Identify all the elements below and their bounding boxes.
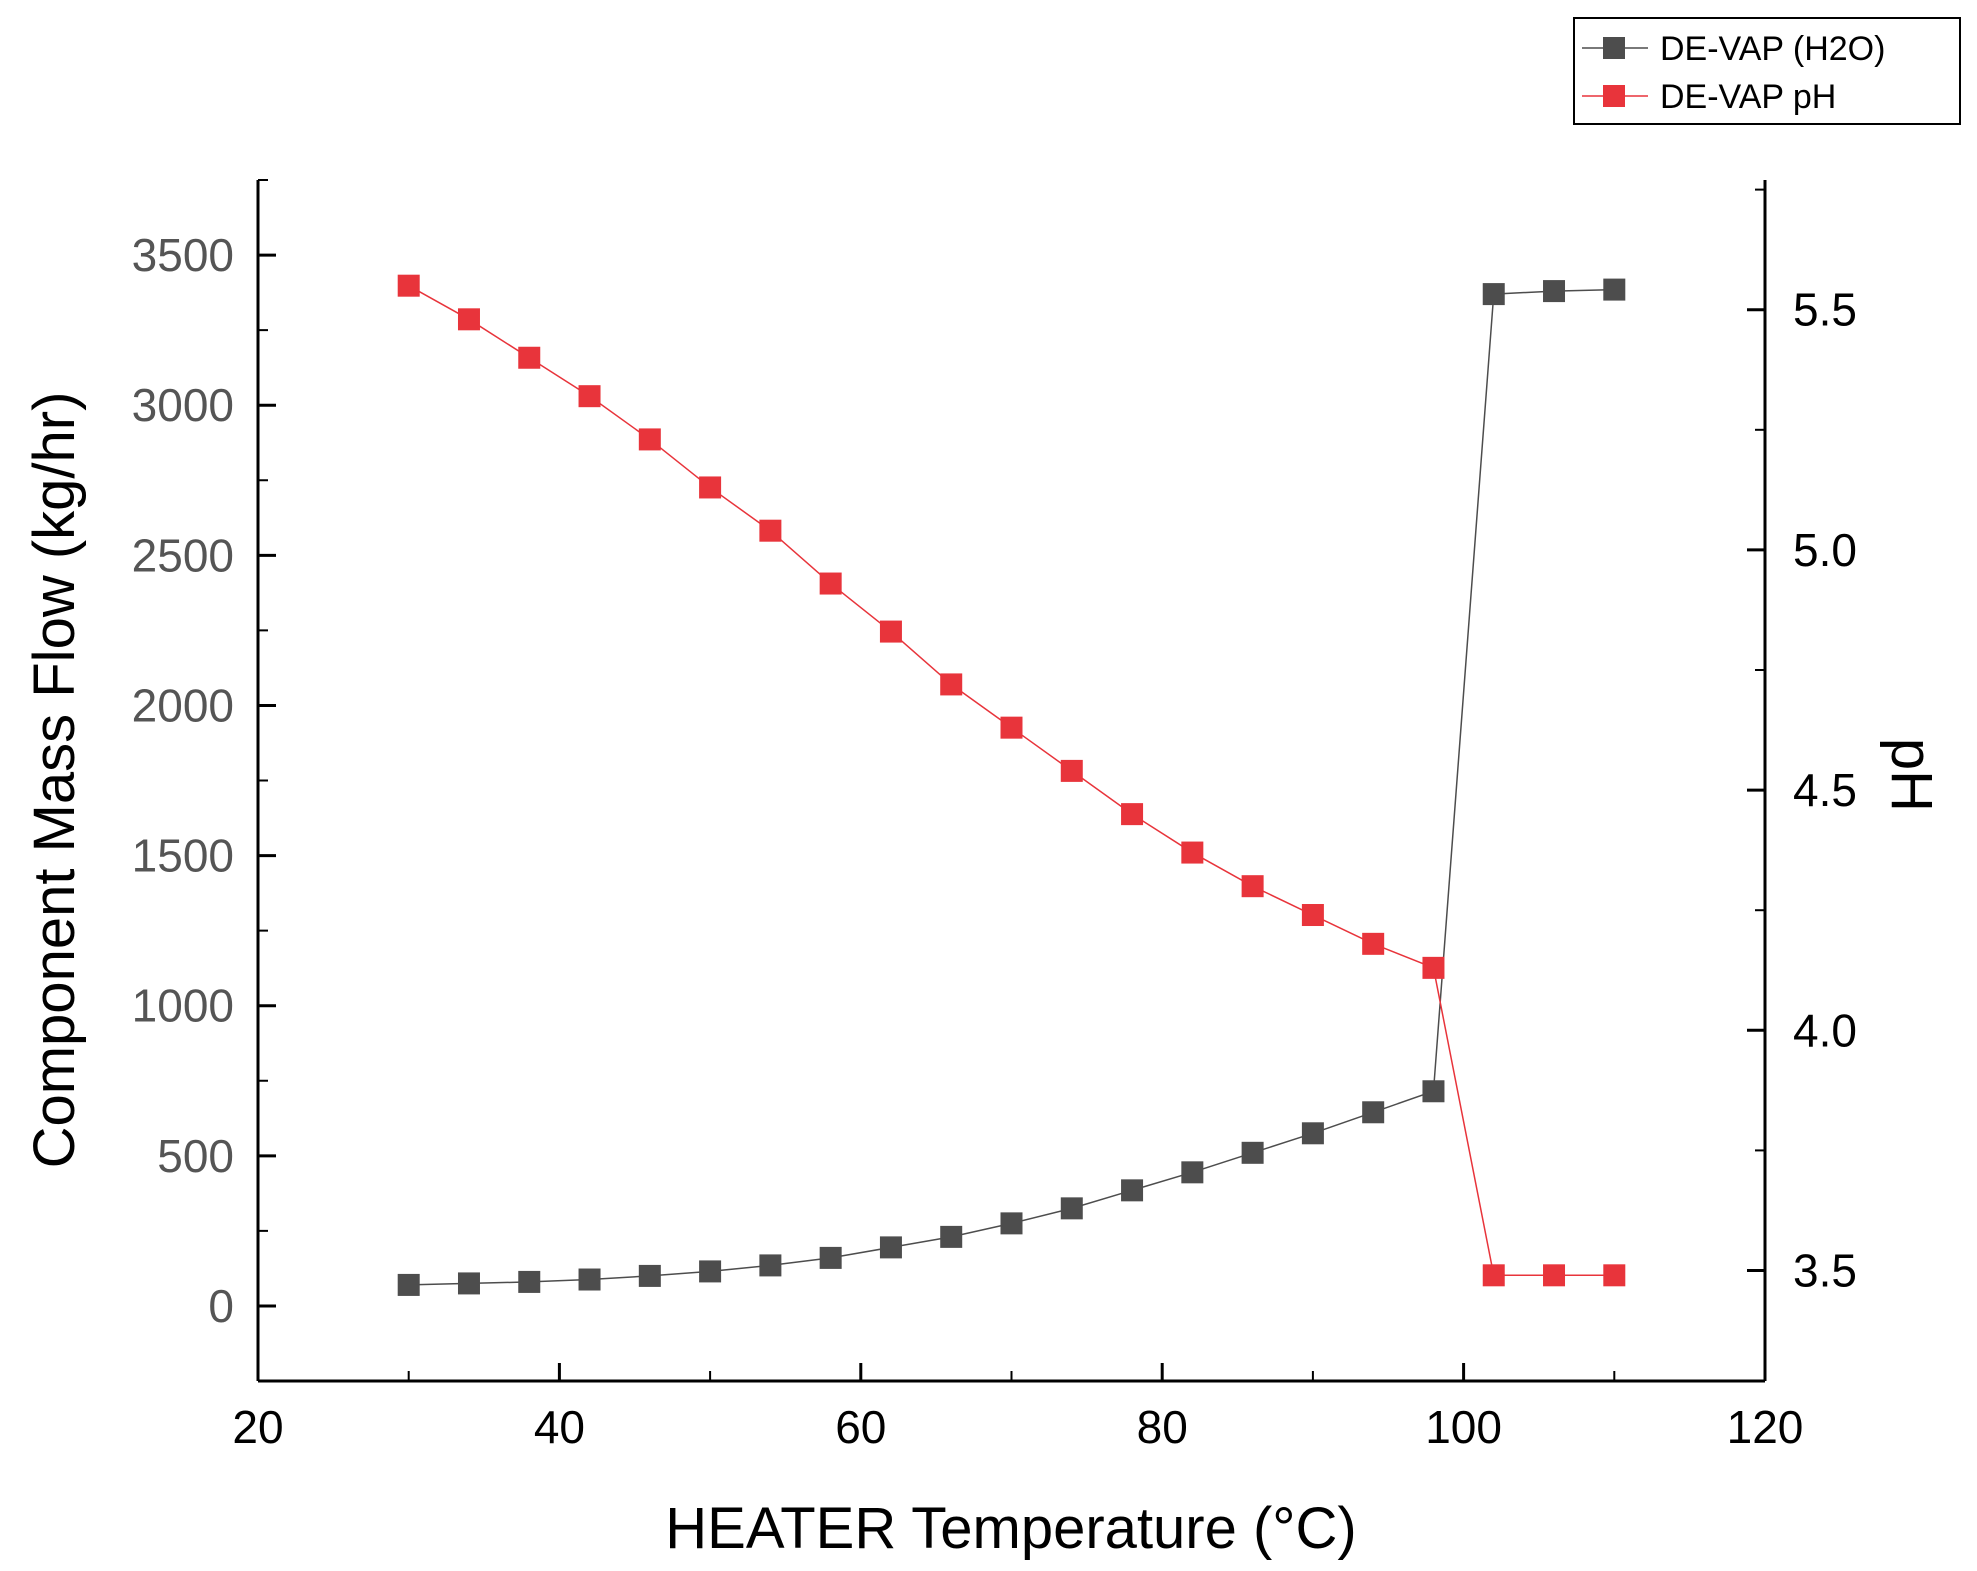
- data-point-1: [1000, 716, 1023, 739]
- data-point-1: [699, 476, 722, 499]
- y-right-tick-label: 4.5: [1793, 764, 1857, 816]
- data-point-0: [1362, 1101, 1385, 1124]
- legend-box: [1573, 17, 1961, 125]
- legend-label-h2o: DE-VAP (H2O): [1660, 30, 1885, 68]
- data-point-0: [518, 1270, 541, 1293]
- data-point-0: [819, 1246, 842, 1269]
- data-point-0: [759, 1254, 782, 1277]
- series-markers: [397, 274, 1626, 1296]
- data-point-0: [1422, 1080, 1445, 1103]
- data-point-1: [1241, 875, 1264, 898]
- legend-marker-ph: [1603, 85, 1625, 107]
- series-line-1: [408, 285, 1615, 1277]
- y-left-tick-label: 0: [208, 1280, 234, 1332]
- y-left-tick-label: 500: [157, 1130, 234, 1182]
- data-point-1: [578, 385, 601, 408]
- x-tick-label: 40: [534, 1401, 585, 1453]
- data-point-1: [819, 572, 842, 595]
- legend-marker-h2o: [1603, 37, 1625, 59]
- data-point-1: [1362, 932, 1385, 955]
- data-point-0: [1241, 1141, 1264, 1164]
- data-point-0: [879, 1236, 902, 1259]
- y-left-tick-label: 2500: [132, 529, 234, 581]
- data-point-1: [638, 428, 661, 451]
- data-point-0: [1181, 1161, 1204, 1184]
- data-point-0: [1543, 280, 1566, 303]
- data-point-1: [1060, 759, 1083, 782]
- y-right-tick-label: 4.0: [1793, 1004, 1857, 1056]
- y-left-axis-title: Component Mass Flow (kg/hr): [22, 392, 87, 1169]
- x-tick-label: 20: [232, 1401, 283, 1453]
- legend-label-ph: DE-VAP pH: [1660, 78, 1836, 116]
- plot-frame: [256, 180, 1767, 1383]
- y-right-axis-title: pH: [1879, 738, 1944, 812]
- y-right-tick-label: 3.5: [1793, 1245, 1857, 1297]
- data-point-1: [1121, 803, 1144, 826]
- data-point-0: [1060, 1197, 1083, 1220]
- data-point-0: [1301, 1122, 1324, 1145]
- y-left-tick-label: 2000: [132, 679, 234, 731]
- y-left-tick-label: 1000: [132, 980, 234, 1032]
- data-point-0: [1603, 278, 1626, 301]
- data-point-1: [457, 308, 480, 331]
- data-point-1: [940, 673, 963, 696]
- data-point-1: [1181, 841, 1204, 864]
- data-point-1: [1301, 904, 1324, 927]
- data-point-1: [759, 519, 782, 542]
- y-left-tick-label: 1500: [132, 830, 234, 882]
- data-point-0: [1000, 1212, 1023, 1235]
- x-tick-label: 120: [1727, 1401, 1804, 1453]
- data-point-0: [578, 1268, 601, 1291]
- ticks: 20 40 60 80 100 120 0 500 1000 1500 2000 2500 3000 35…: [132, 179, 1857, 1453]
- x-tick-label: 60: [835, 1401, 886, 1453]
- data-point-0: [397, 1273, 420, 1296]
- series-lines: [408, 285, 1615, 1286]
- x-axis-title: HEATER Temperature (°C): [665, 1496, 1356, 1561]
- y-left-tick-label: 3500: [132, 229, 234, 281]
- data-point-0: [1121, 1179, 1144, 1202]
- y-right-tick-label: 5.5: [1793, 284, 1857, 336]
- data-point-1: [397, 274, 420, 297]
- y-left-tick-label: 3000: [132, 379, 234, 431]
- legend: DE-VAP (H2O) DE-VAP pH: [1573, 17, 1961, 125]
- data-point-1: [518, 346, 541, 369]
- y-right-tick-label: 5.0: [1793, 524, 1857, 576]
- data-point-0: [940, 1225, 963, 1248]
- data-point-1: [1603, 1264, 1626, 1287]
- data-point-1: [1482, 1264, 1505, 1287]
- data-point-0: [699, 1260, 722, 1283]
- data-point-1: [1422, 956, 1445, 979]
- data-point-1: [1543, 1264, 1566, 1287]
- x-tick-label: 100: [1425, 1401, 1502, 1453]
- data-point-1: [879, 620, 902, 643]
- data-point-0: [1482, 283, 1505, 306]
- data-point-0: [638, 1264, 661, 1287]
- x-tick-label: 80: [1137, 1401, 1188, 1453]
- data-point-0: [457, 1272, 480, 1295]
- series-line-0: [408, 288, 1615, 1286]
